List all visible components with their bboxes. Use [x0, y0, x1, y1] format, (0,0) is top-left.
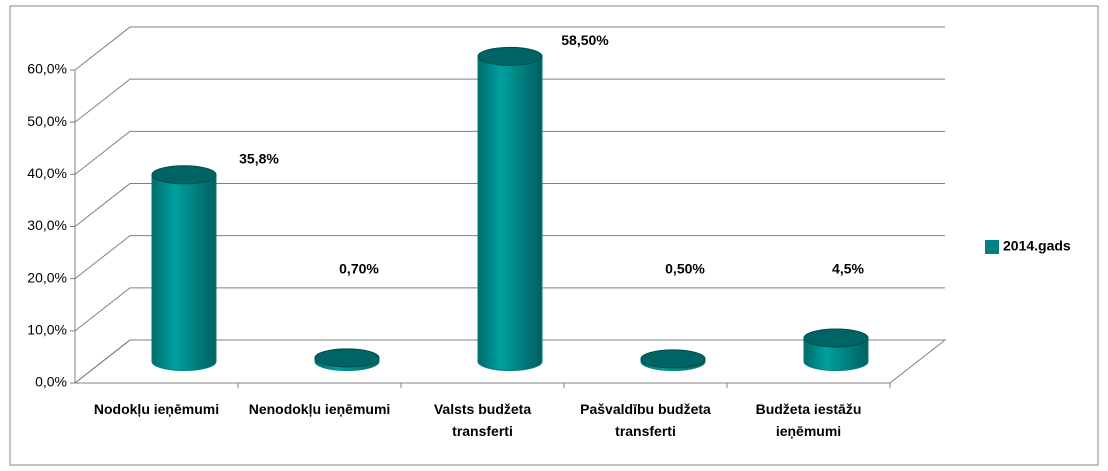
bar-top: [803, 328, 869, 348]
grid-line: [74, 130, 945, 175]
y-tick-label: 40,0%: [27, 165, 67, 181]
bar-body: [151, 174, 217, 371]
x-tick-label: Valsts budžeta transferti: [433, 401, 532, 439]
grid-line: [74, 26, 945, 71]
bar: [477, 46, 543, 371]
bar: [314, 348, 380, 371]
bar-top: [477, 46, 543, 66]
grid-line: [74, 287, 945, 332]
data-label: 0,70%: [339, 261, 379, 277]
bar-top: [314, 348, 380, 368]
x-tick-label: Pašvaldību budžeta transferti: [580, 401, 711, 439]
x-tick-label: Nodokļu ieņēmumi: [93, 401, 220, 417]
y-tick-label: 20,0%: [27, 269, 67, 285]
x-tick-label: Budžeta iestāžu ieņēmumi: [755, 401, 862, 439]
data-label: 35,8%: [239, 150, 279, 166]
data-label: 58,50%: [561, 32, 609, 48]
y-tick-label: 0,0%: [35, 374, 67, 390]
grid-line: [74, 78, 945, 123]
y-tick-label: 50,0%: [27, 113, 67, 129]
bar: [803, 328, 869, 371]
data-label: 4,5%: [832, 261, 864, 277]
legend-swatch: [985, 240, 999, 254]
y-tick-label: 30,0%: [27, 217, 67, 233]
bar-top: [151, 165, 217, 185]
bar: [151, 165, 217, 371]
y-tick-label: 60,0%: [27, 61, 67, 77]
grid-line: [74, 235, 945, 280]
grid-line: [74, 183, 945, 227]
bar: [640, 349, 706, 371]
y-tick-label: 10,0%: [27, 322, 67, 338]
chart-frame: [9, 5, 1099, 466]
data-label: 0,50%: [665, 261, 705, 277]
legend-label: 2014.gads: [1003, 238, 1071, 254]
x-tick-label: Nenodokļu ieņēmumi: [248, 401, 391, 417]
bar-body: [477, 55, 543, 371]
grid-line: [74, 339, 945, 384]
bar-top: [640, 349, 706, 369]
